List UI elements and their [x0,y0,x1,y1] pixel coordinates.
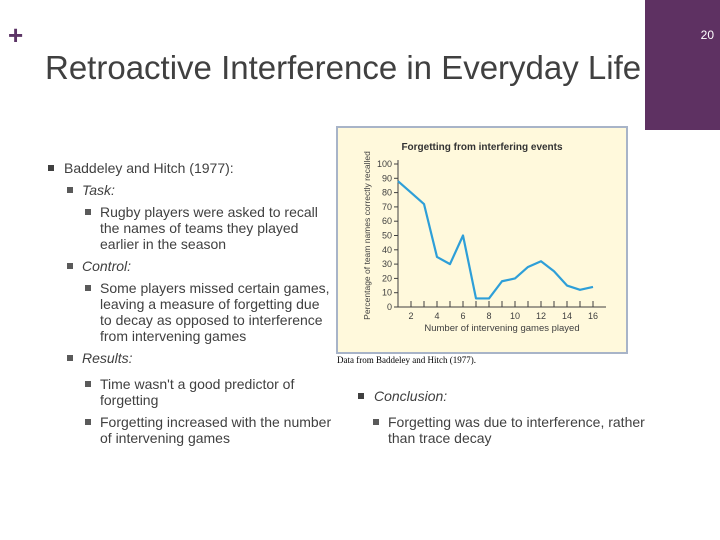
bullet-icon [67,355,73,361]
bullet-task: Task: [45,182,335,198]
bullet-results-1: Time wasn't a good predictor of forgetti… [45,376,335,408]
y-tick-label: 0 [387,302,392,312]
conclusion-list: Conclusion: Forgetting was due to interf… [355,388,645,452]
series-line [397,180,594,300]
results-1-text: Time wasn't a good predictor of forgetti… [100,376,295,408]
plus-icon: + [8,20,24,50]
results-2-text: Forgetting increased with the number of … [100,414,332,446]
bullet-icon [85,285,91,291]
bullet-icon [358,393,364,399]
accent-sidebar: 20 [645,0,720,130]
bullet-list: Baddeley and Hitch (1977): Task: Rugby p… [45,160,335,452]
chart-caption: Data from Baddeley and Hitch (1977). [337,355,476,365]
bullet-study: Baddeley and Hitch (1977): [45,160,335,176]
y-tick-label: 70 [382,202,392,212]
y-tick-label: 10 [382,288,392,298]
y-tick-label: 100 [377,159,392,169]
x-tick-label: 14 [562,311,572,321]
control-detail-text: Some players missed certain games, leavi… [100,280,330,344]
x-tick-label: 12 [536,311,546,321]
slide-number: 20 [700,28,714,42]
bullet-icon [85,381,91,387]
y-tick-label: 30 [382,259,392,269]
y-axis-label: Percentage of team names correctly recal… [362,151,372,320]
bullet-results: Results: [45,350,335,366]
bullet-conclusion-detail: Forgetting was due to interference, rath… [355,414,645,446]
bullet-task-detail: Rugby players were asked to recall the n… [45,204,335,252]
conclusion-detail-text: Forgetting was due to interference, rath… [388,414,645,446]
bullet-icon [373,419,379,425]
y-tick-label: 90 [382,173,392,183]
x-tick-label: 4 [434,311,439,321]
bullet-icon [85,419,91,425]
y-tick-label: 60 [382,216,392,226]
x-tick-label: 2 [408,311,413,321]
bullet-icon [67,187,73,193]
bullet-control-detail: Some players missed certain games, leavi… [45,280,335,344]
bullet-control: Control: [45,258,335,274]
bullet-results-2: Forgetting increased with the number of … [45,414,335,446]
chart-panel: Forgetting from interfering events 0 10 20 3… [336,126,628,354]
slide-title: Retroactive Interference in Everyday Lif… [45,49,642,86]
conclusion-label: Conclusion: [374,388,448,404]
bullet-icon [48,165,54,171]
y-tick-label: 50 [382,231,392,241]
results-label: Results: [82,350,133,366]
y-tick-label: 80 [382,188,392,198]
control-label: Control: [82,258,132,274]
x-tick-label: 16 [588,311,598,321]
line-chart: Forgetting from interfering events 0 10 20 3… [362,142,606,334]
bullet-icon [85,209,91,215]
y-tick-label: 20 [382,273,392,283]
x-tick-label: 6 [460,311,465,321]
task-label: Task: [82,182,115,198]
x-tick-label: 10 [510,311,520,321]
study-text: Baddeley and Hitch (1977): [64,160,234,176]
chart-title: Forgetting from interfering events [401,142,563,153]
x-tick-label: 8 [486,311,491,321]
task-detail-text: Rugby players were asked to recall the n… [100,204,318,252]
bullet-conclusion: Conclusion: [355,388,645,404]
x-axis-label: Number of intervening games played [424,323,579,334]
bullet-icon [67,263,73,269]
y-tick-label: 40 [382,245,392,255]
